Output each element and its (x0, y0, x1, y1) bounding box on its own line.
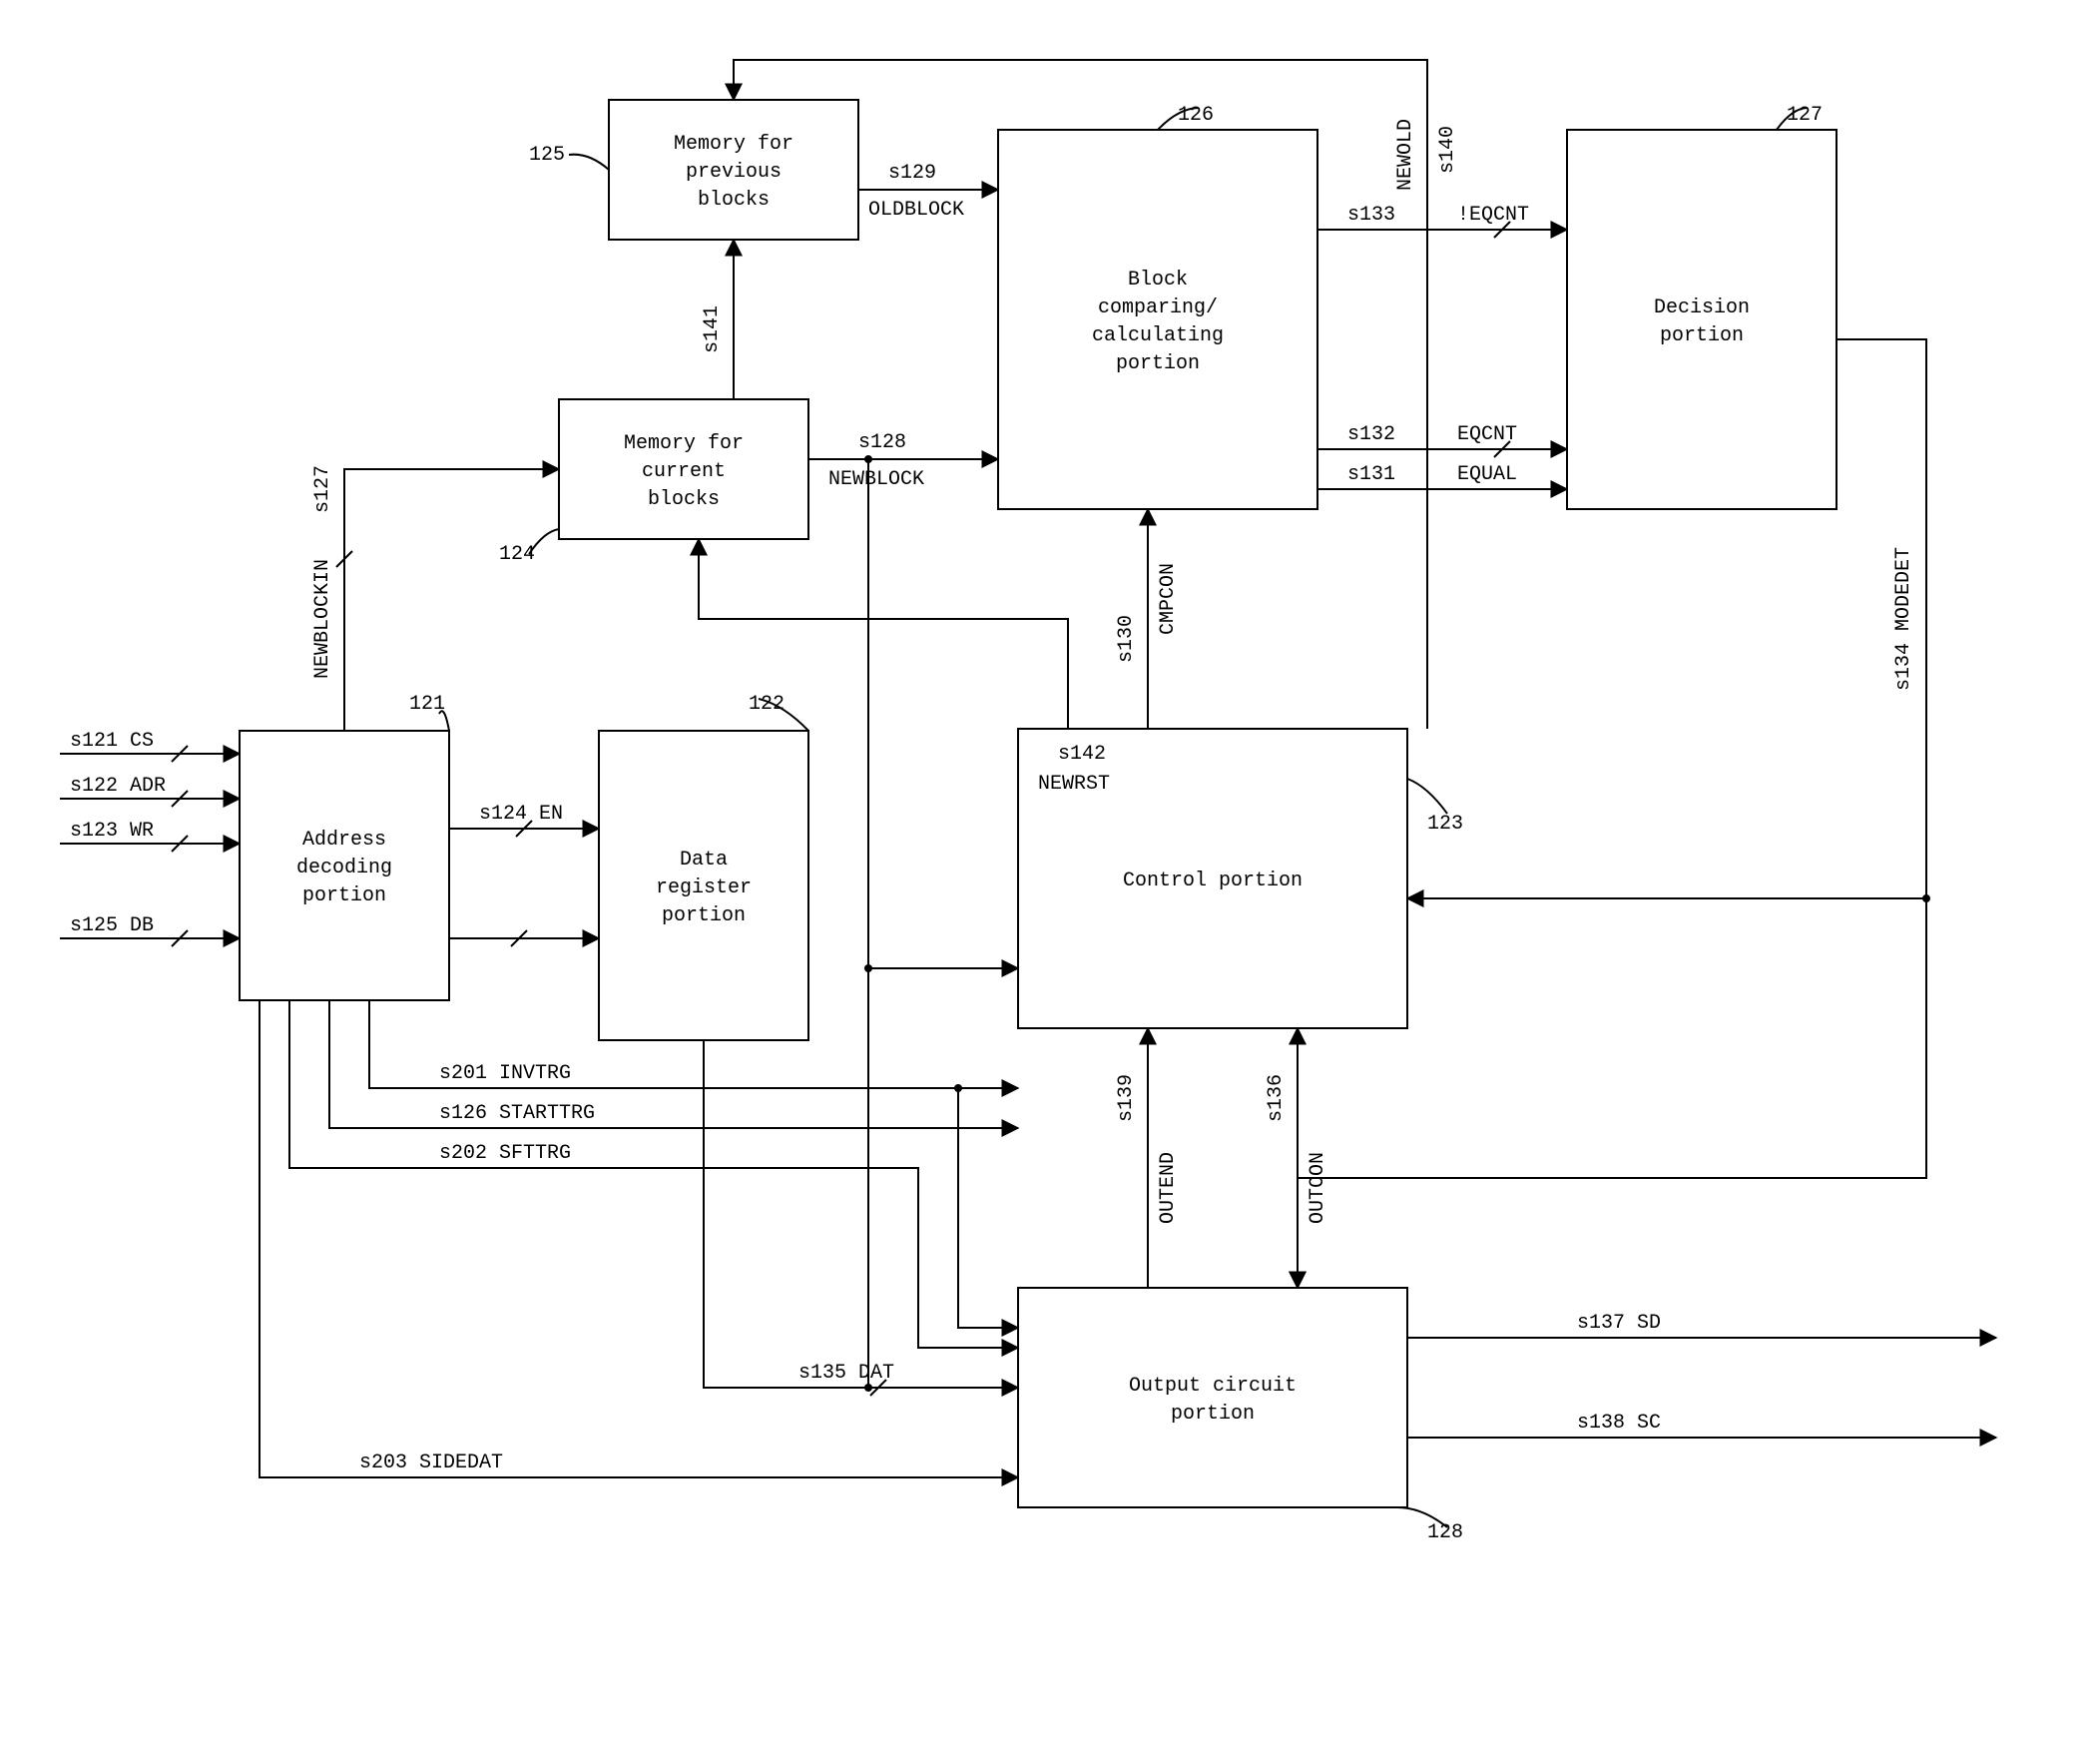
block-123-label: Control portion (1123, 870, 1303, 892)
svg-text:121: 121 (409, 693, 445, 716)
svg-text:s127: s127 (311, 465, 334, 513)
svg-text:s125 DB: s125 DB (70, 914, 154, 937)
svg-text:OUTEND: OUTEND (1157, 1152, 1180, 1224)
svg-text:125: 125 (529, 144, 565, 167)
block-122-label: portion (662, 904, 746, 927)
svg-text:s137 SD: s137 SD (1577, 1312, 1661, 1335)
sig-newrst: NEWRST (1038, 773, 1110, 796)
svg-text:s132: s132 (1347, 423, 1395, 446)
block-122-label: Data (680, 849, 728, 872)
svg-text:OLDBLOCK: OLDBLOCK (868, 199, 964, 222)
block-127-label: portion (1660, 324, 1744, 347)
block-124-label: Memory for (624, 432, 744, 455)
svg-text:EQUAL: EQUAL (1457, 463, 1517, 486)
block-126-label: portion (1116, 352, 1200, 375)
svg-text:s135 DAT: s135 DAT (798, 1362, 894, 1385)
svg-text:EQCNT: EQCNT (1457, 423, 1517, 446)
block-128-label: Output circuit (1129, 1375, 1297, 1398)
svg-text:s128: s128 (858, 431, 906, 454)
svg-text:NEWBLOCKIN: NEWBLOCKIN (311, 559, 334, 679)
svg-text:!EQCNT: !EQCNT (1457, 204, 1529, 227)
svg-text:128: 128 (1427, 1521, 1463, 1544)
svg-text:s140: s140 (1436, 126, 1459, 174)
block-124-label: blocks (648, 488, 720, 511)
block-126-label: Block (1128, 269, 1188, 291)
block-121-label: portion (302, 884, 386, 907)
block-125-label: blocks (698, 189, 770, 212)
block-128-label: portion (1171, 1403, 1255, 1426)
svg-text:s121 CS: s121 CS (70, 730, 154, 753)
svg-text:s138 SC: s138 SC (1577, 1412, 1661, 1435)
svg-text:122: 122 (749, 693, 785, 716)
block-124-label: current (642, 460, 726, 483)
svg-text:s130: s130 (1115, 615, 1138, 663)
block-126-label: calculating (1092, 324, 1224, 347)
svg-text:CMPCON: CMPCON (1157, 563, 1180, 635)
svg-text:s123 WR: s123 WR (70, 820, 154, 843)
svg-text:s133: s133 (1347, 204, 1395, 227)
svg-text:127: 127 (1787, 104, 1823, 127)
block-127 (1567, 130, 1837, 509)
svg-text:NEWBLOCK: NEWBLOCK (828, 468, 924, 491)
svg-text:s129: s129 (888, 162, 936, 185)
svg-text:s203 SIDEDAT: s203 SIDEDAT (359, 1452, 503, 1474)
svg-text:s131: s131 (1347, 463, 1395, 486)
svg-text:s122 ADR: s122 ADR (70, 775, 166, 798)
svg-text:123: 123 (1427, 813, 1463, 836)
svg-text:s136: s136 (1265, 1074, 1288, 1122)
block-125-label: Memory for (674, 133, 793, 156)
block-125-label: previous (686, 161, 782, 184)
block-127-label: Decision (1654, 296, 1750, 319)
svg-text:124: 124 (499, 543, 535, 566)
block-121-label: decoding (296, 857, 392, 879)
block-122-label: register (656, 876, 752, 899)
block-121-label: Address (302, 829, 386, 852)
svg-text:OUTCON: OUTCON (1307, 1152, 1329, 1224)
svg-text:s126 STARTTRG: s126 STARTTRG (439, 1102, 595, 1125)
block-126-label: comparing/ (1098, 296, 1218, 319)
svg-text:s202 SFTTRG: s202 SFTTRG (439, 1142, 571, 1165)
block-128 (1018, 1288, 1407, 1507)
block-126 (998, 130, 1317, 509)
svg-text:s134 MODEDET: s134 MODEDET (1892, 547, 1915, 691)
sig-s142: s142 (1058, 743, 1106, 766)
svg-text:NEWOLD: NEWOLD (1394, 119, 1417, 191)
svg-text:s141: s141 (701, 305, 724, 353)
svg-text:126: 126 (1178, 104, 1214, 127)
svg-text:s124 EN: s124 EN (479, 803, 563, 826)
block-diagram: Address decoding portion Data register portio… (0, 0, 2100, 1747)
svg-text:s201 INVTRG: s201 INVTRG (439, 1062, 571, 1085)
svg-text:s139: s139 (1115, 1074, 1138, 1122)
